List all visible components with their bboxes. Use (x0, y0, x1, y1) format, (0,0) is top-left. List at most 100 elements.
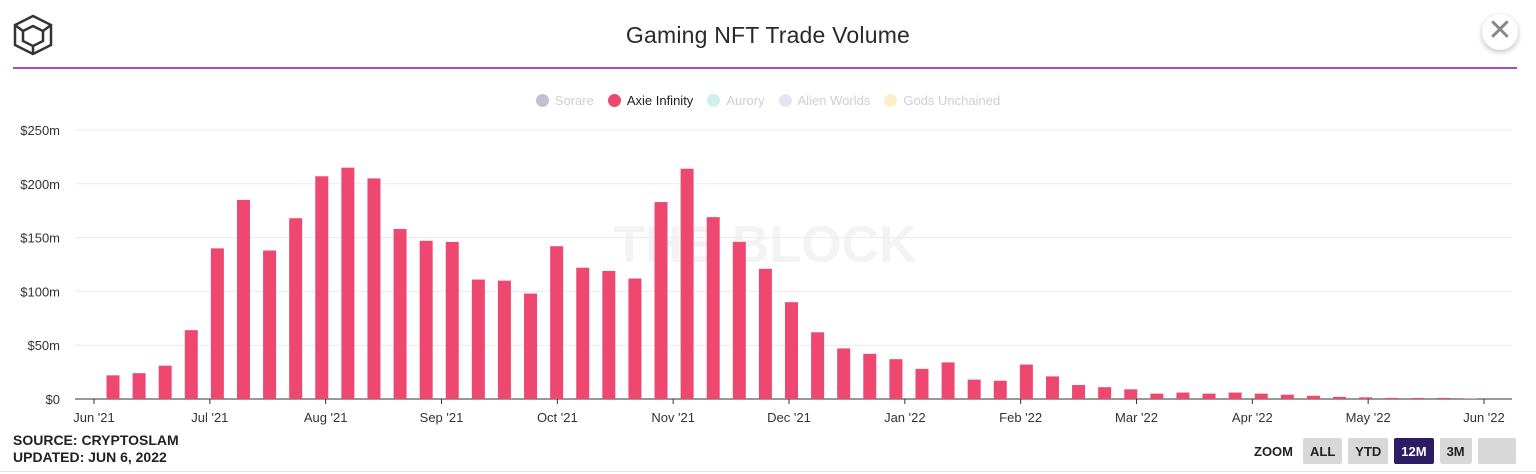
bar[interactable] (393, 228, 407, 399)
bar[interactable] (1333, 396, 1347, 399)
bar[interactable] (628, 278, 642, 399)
x-tick-label: Mar '22 (1115, 410, 1158, 425)
x-tick-label: Feb '22 (999, 410, 1042, 425)
bar[interactable] (1463, 398, 1477, 399)
updated-text: UPDATED: JUN 6, 2022 (13, 449, 167, 465)
bar[interactable] (106, 375, 120, 399)
bar[interactable] (1150, 393, 1164, 399)
bar[interactable] (785, 302, 798, 399)
bar[interactable] (1280, 394, 1294, 399)
bar[interactable] (1019, 364, 1033, 399)
bar[interactable] (941, 362, 955, 399)
x-tick-label: Sep '21 (420, 410, 464, 425)
x-tick-label: Dec '21 (767, 410, 811, 425)
bar[interactable] (524, 293, 538, 399)
bar[interactable] (1411, 397, 1425, 399)
chart-title: Gaming NFT Trade Volume (625, 22, 911, 48)
bar[interactable] (967, 379, 981, 399)
chart-legend: Sorare Axie Infinity Aurory Alien Worlds God… (0, 93, 1536, 108)
x-tick-label: Jan '22 (884, 410, 926, 425)
legend-label: Sorare (554, 93, 594, 108)
x-tick-label: Jun '22 (1463, 410, 1505, 425)
x-tick-label: Oct '21 (537, 410, 578, 425)
source-note: SOURCE: CRYPTOSLAM UPDATED: JUN 6, 2022 (13, 432, 179, 466)
zoom-button-blank[interactable] (1477, 438, 1516, 464)
bar[interactable] (367, 178, 381, 399)
close-icon: ✕ (1487, 13, 1513, 47)
bar[interactable] (993, 380, 1007, 399)
bar[interactable] (576, 267, 590, 399)
bar[interactable] (706, 217, 720, 399)
bar[interactable] (889, 359, 903, 399)
bar[interactable] (445, 241, 459, 399)
bar[interactable] (1228, 392, 1242, 399)
bar[interactable] (471, 279, 485, 399)
x-tick-label: Jul '21 (191, 410, 228, 425)
legend-label: Axie Infinity (626, 93, 694, 108)
close-button[interactable]: ✕ (1482, 14, 1518, 50)
bar[interactable] (1176, 392, 1190, 399)
y-tick-label: $100m (20, 284, 60, 299)
zoom-label: ZOOM (1254, 443, 1293, 459)
bar[interactable] (732, 241, 746, 399)
legend-label: Aurory (726, 93, 765, 108)
bar[interactable] (1306, 395, 1320, 399)
bar[interactable] (236, 199, 250, 399)
bar[interactable] (1045, 376, 1059, 399)
legend-label: Gods Unchained (903, 93, 1001, 108)
bar[interactable] (863, 353, 877, 399)
bar[interactable] (550, 246, 564, 399)
legend-item-axie-infinity[interactable]: Axie Infinity (607, 93, 694, 108)
bar[interactable] (315, 176, 329, 399)
bar[interactable] (1254, 393, 1268, 399)
bar[interactable] (289, 218, 303, 399)
bar[interactable] (915, 368, 929, 399)
legend-item-alien-worlds[interactable]: Alien Worlds (778, 93, 871, 108)
bar[interactable] (1072, 385, 1086, 399)
zoom-controls: ZOOM ALL YTD 12M 3M (1254, 438, 1516, 464)
legend-dot-icon (707, 94, 721, 107)
bar[interactable] (1437, 397, 1451, 399)
bar[interactable] (654, 202, 668, 399)
y-tick-label: $0 (46, 392, 60, 407)
zoom-button-3m[interactable]: 3M (1439, 438, 1472, 464)
zoom-button-all[interactable]: ALL (1303, 438, 1343, 464)
x-tick-label: May '22 (1346, 410, 1391, 425)
legend-label: Alien Worlds (797, 93, 871, 108)
bar[interactable] (419, 240, 433, 399)
bar[interactable] (811, 332, 825, 399)
bar[interactable] (497, 280, 511, 399)
bar[interactable] (1098, 387, 1112, 399)
legend-dot-icon (884, 94, 898, 107)
bar[interactable] (837, 348, 851, 399)
bar[interactable] (158, 365, 172, 399)
bar[interactable] (602, 270, 616, 399)
legend-dot-icon (778, 94, 792, 107)
y-tick-label: $150m (20, 231, 60, 246)
legend-item-aurory[interactable]: Aurory (707, 93, 765, 108)
x-tick-label: Apr '22 (1232, 410, 1273, 425)
header-divider (13, 67, 1517, 69)
bar[interactable] (1202, 393, 1216, 399)
bar[interactable] (341, 167, 355, 399)
x-tick-label: Jun '21 (73, 410, 115, 425)
zoom-button-12m[interactable]: 12M (1394, 438, 1434, 464)
y-tick-label: $200m (20, 177, 60, 192)
bar[interactable] (758, 268, 772, 399)
bar[interactable] (1124, 389, 1138, 399)
bar[interactable] (1359, 397, 1373, 399)
zoom-button-ytd[interactable]: YTD (1348, 438, 1389, 464)
bar[interactable] (184, 330, 198, 399)
legend-item-gods-unchained[interactable]: Gods Unchained (884, 93, 1000, 108)
bar[interactable] (132, 373, 146, 399)
bar[interactable] (1385, 397, 1399, 399)
y-tick-label: $50m (27, 338, 60, 353)
bar[interactable] (263, 250, 277, 399)
source-text: SOURCE: CRYPTOSLAM (13, 432, 179, 448)
bottom-border (0, 471, 1536, 472)
bar[interactable] (680, 168, 694, 399)
legend-item-sorare[interactable]: Sorare (535, 93, 594, 108)
legend-dot-icon (535, 94, 549, 107)
bar[interactable] (210, 248, 224, 399)
the-block-logo-icon (12, 14, 54, 56)
